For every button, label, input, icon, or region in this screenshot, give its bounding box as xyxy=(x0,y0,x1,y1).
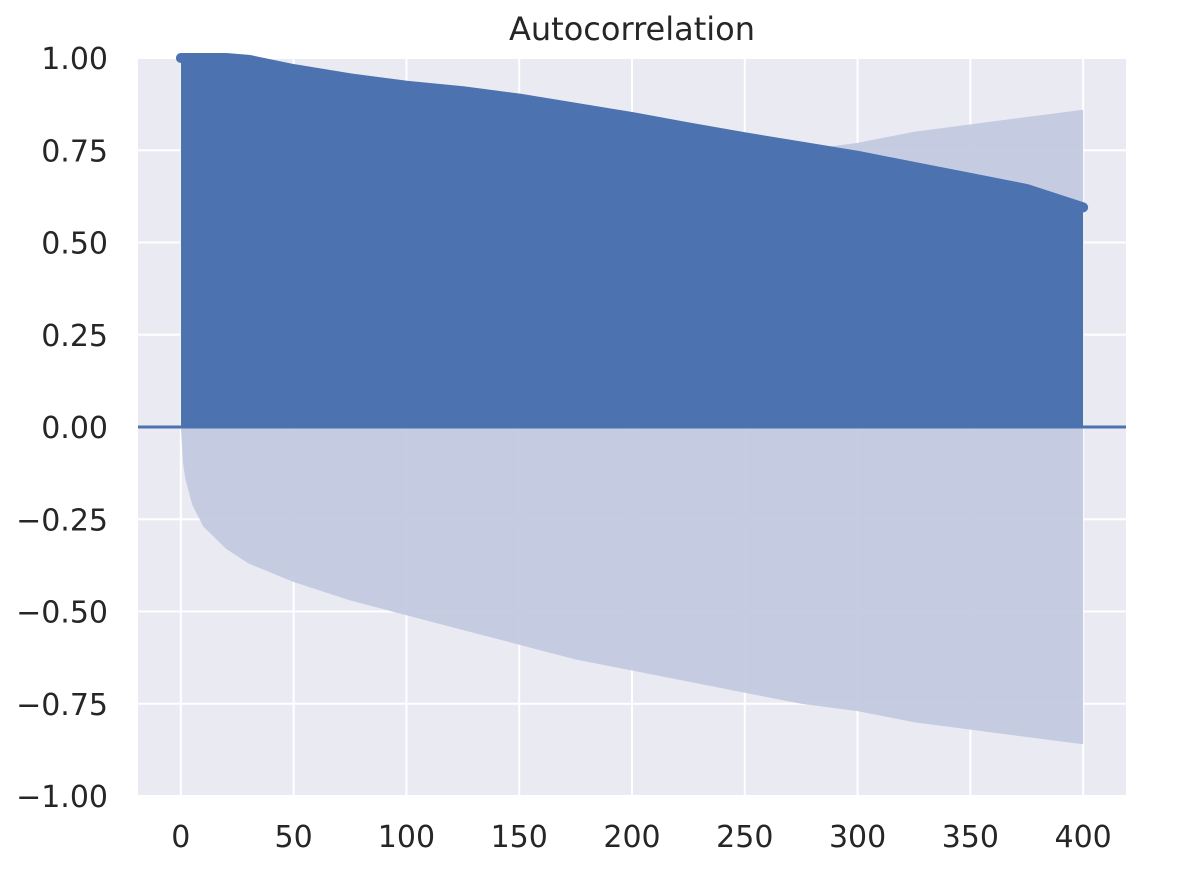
x-tick-label: 150 xyxy=(491,820,548,855)
y-tick-label: 0.50 xyxy=(41,227,108,262)
y-tick-label: −0.75 xyxy=(16,688,108,723)
y-tick-label: 0.75 xyxy=(41,134,108,169)
acf-series-layer xyxy=(138,53,1126,429)
acf-stems-area xyxy=(180,58,1084,427)
y-tick-label: −1.00 xyxy=(16,780,108,815)
y-tick-label: 0.25 xyxy=(41,319,108,354)
x-tick-label: 250 xyxy=(716,820,773,855)
y-tick-label: 1.00 xyxy=(41,42,108,77)
x-tick-labels: 0 50 100 150 200 250 300 350 400 xyxy=(171,820,1111,855)
y-tick-labels: 1.00 0.75 0.50 0.25 0.00 −0.25 −0.50 −0.75 −1.00 xyxy=(16,42,108,815)
x-tick-label: 200 xyxy=(603,820,660,855)
y-tick-label: −0.50 xyxy=(16,596,108,631)
acf-markers xyxy=(175,53,1089,213)
x-tick-label: 100 xyxy=(378,820,435,855)
x-tick-label: 0 xyxy=(171,820,190,855)
x-tick-label: 350 xyxy=(942,820,999,855)
y-tick-label: −0.25 xyxy=(16,503,108,538)
chart-title: Autocorrelation xyxy=(509,10,755,48)
x-tick-label: 300 xyxy=(829,820,886,855)
x-tick-label: 400 xyxy=(1055,820,1112,855)
x-tick-label: 50 xyxy=(275,820,313,855)
y-tick-label: 0.00 xyxy=(41,411,108,446)
